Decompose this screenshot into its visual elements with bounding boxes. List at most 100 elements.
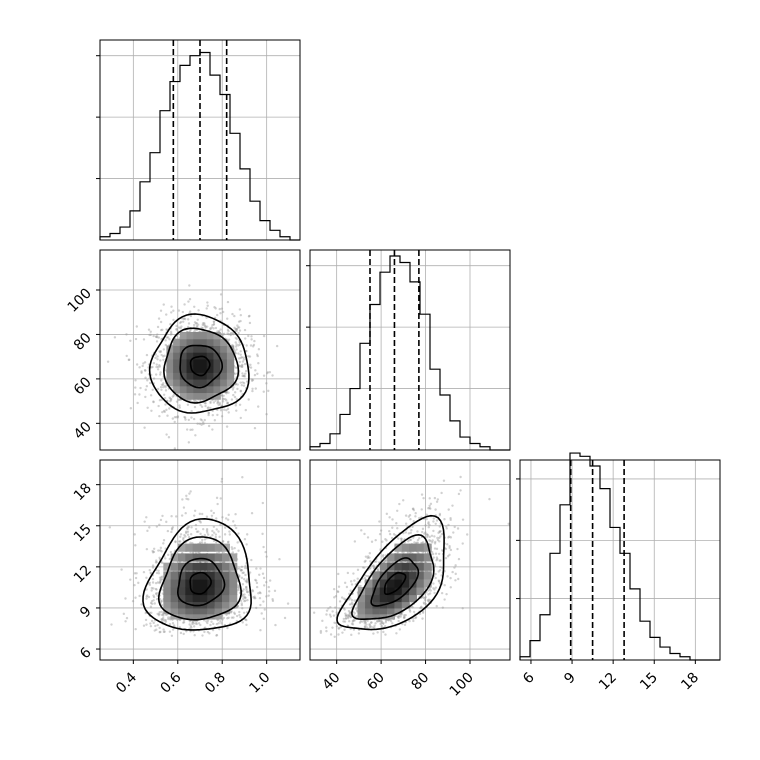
scatter-point: [438, 536, 441, 540]
density-cell: [207, 562, 216, 571]
scatter-point: [226, 401, 229, 405]
scatter-point: [435, 559, 438, 562]
scatter-point: [156, 365, 160, 369]
scatter-point: [238, 308, 242, 311]
scatter-point: [203, 626, 207, 629]
scatter-point: [232, 520, 235, 523]
scatter-point: [238, 610, 241, 614]
scatter-point: [155, 592, 158, 595]
scatter-point: [216, 399, 220, 402]
scatter-point: [414, 515, 417, 518]
scatter-point: [353, 612, 356, 615]
scatter-point: [216, 619, 220, 622]
scatter-point: [154, 624, 157, 628]
scatter-point: [182, 621, 186, 624]
scatter-point: [151, 549, 154, 553]
scatter-point: [218, 627, 221, 631]
density-cell: [193, 372, 201, 380]
scatter-point: [138, 393, 141, 396]
scatter-point: [237, 588, 240, 592]
scatter-point: [451, 570, 454, 574]
scatter-point: [243, 593, 246, 596]
scatter-point: [436, 498, 440, 501]
scatter-point: [226, 328, 230, 332]
scatter-point: [224, 526, 227, 529]
scatter-point: [161, 561, 164, 565]
scatter-point: [352, 618, 356, 622]
scatter-point: [239, 390, 242, 393]
scatter-point: [143, 369, 147, 372]
scatter-point: [168, 557, 171, 561]
scatter-point: [230, 398, 234, 401]
density-cell: [222, 593, 230, 603]
scatter-point: [133, 583, 136, 587]
scatter-point: [406, 551, 410, 554]
scatter-point: [156, 623, 159, 627]
scatter-point: [206, 531, 209, 534]
density-cell: [213, 331, 221, 340]
scatter-point: [444, 547, 448, 551]
scatter-point: [211, 529, 214, 533]
density-cell: [213, 392, 221, 400]
scatter-point: [238, 365, 242, 368]
scatter-point: [187, 300, 190, 303]
density-cell: [226, 365, 235, 373]
scatter-point: [444, 556, 448, 560]
scatter-point: [368, 623, 371, 627]
density-cell: [163, 586, 172, 596]
scatter-point: [170, 634, 174, 637]
scatter-point: [157, 404, 160, 408]
scatter-point: [217, 530, 220, 533]
scatter-point: [259, 603, 262, 607]
scatter-point: [436, 536, 439, 540]
scatter-point: [352, 628, 356, 631]
scatter-point: [201, 421, 205, 424]
scatter-point: [206, 619, 210, 623]
density-cell: [178, 593, 186, 603]
scatter-point: [164, 339, 167, 342]
scatter-point: [234, 336, 237, 340]
scatter-point: [404, 514, 408, 517]
scatter-point: [449, 518, 452, 522]
scatter-point: [212, 511, 216, 515]
density-cell: [166, 372, 174, 380]
scatter-point: [154, 335, 158, 338]
scatter-point: [407, 532, 411, 535]
scatter-point: [206, 406, 209, 410]
scatter-point: [133, 572, 137, 575]
scatter-point: [201, 322, 205, 325]
scatter-point: [262, 617, 266, 620]
scatter-point: [209, 327, 212, 330]
scatter-point: [163, 354, 166, 357]
density-cell: [214, 543, 223, 552]
scatter-point: [194, 527, 198, 531]
scatter-point: [268, 579, 272, 582]
density-cell: [214, 562, 223, 571]
scatter-point: [226, 317, 229, 320]
scatter-point: [383, 560, 386, 563]
scatter-point: [233, 524, 237, 527]
joint-content: [312, 475, 510, 638]
scatter-point: [221, 397, 225, 400]
scatter-point: [241, 365, 244, 369]
scatter-point: [199, 521, 202, 524]
density-cell: [200, 331, 208, 340]
scatter-point: [205, 515, 209, 518]
scatter-point: [456, 527, 460, 530]
scatter-point: [173, 420, 176, 424]
scatter-point: [149, 622, 152, 625]
density-cell: [178, 606, 186, 615]
scatter-point: [177, 326, 181, 329]
scatter-point: [448, 544, 451, 548]
scatter-point: [416, 551, 420, 554]
scatter-point: [172, 309, 175, 312]
scatter-point: [170, 305, 173, 308]
scatter-point: [244, 599, 247, 602]
scatter-point: [175, 515, 178, 518]
scatter-point: [211, 428, 214, 431]
scatter-point: [257, 347, 261, 351]
density-cell: [186, 385, 194, 394]
contour-level-3: [148, 313, 250, 414]
scatter-point: [396, 509, 399, 513]
scatter-point: [205, 529, 209, 532]
